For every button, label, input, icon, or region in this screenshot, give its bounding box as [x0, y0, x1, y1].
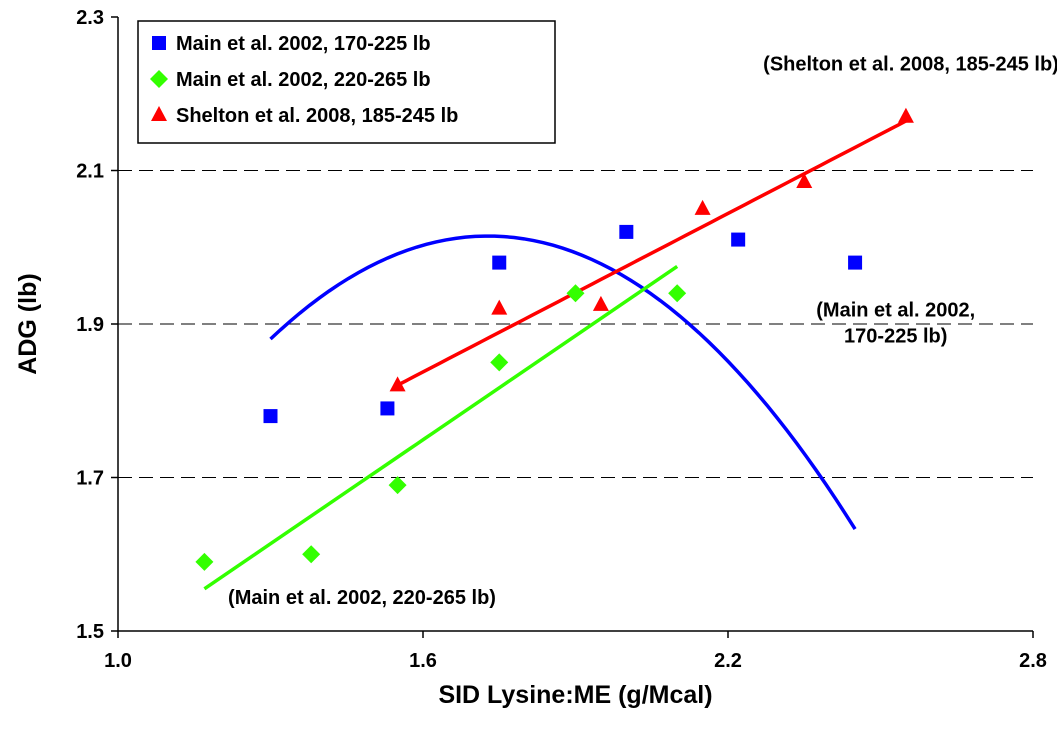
data-point-series-3	[796, 173, 813, 189]
trend-line-series-3	[396, 119, 907, 387]
gridlines	[118, 170, 1033, 478]
annotation-line: 170-225 lb)	[844, 325, 947, 347]
annotations: (Shelton et al. 2008, 185-245 lb) (Main e…	[228, 54, 1057, 609]
x-tick-label: 2.2	[714, 650, 742, 672]
trend-lines	[203, 119, 907, 591]
data-point-series-2	[195, 552, 214, 571]
y-tick-label: 2.1	[76, 161, 104, 183]
data-point-series-2	[490, 353, 509, 372]
data-point-series-1	[263, 409, 278, 424]
data-point-series-3	[491, 299, 508, 315]
legend-label-series-2: Main et al. 2002, 220-265 lb	[176, 69, 431, 91]
y-tick-label: 2.3	[76, 7, 104, 29]
data-point-series-1	[492, 255, 507, 270]
data-point-series-2	[302, 545, 321, 564]
y-tick-label: 1.7	[76, 468, 104, 490]
data-point-series-2	[566, 284, 585, 303]
legend: Main et al. 2002, 170-225 lb Main et al. …	[137, 20, 556, 144]
legend-marker-series-1	[152, 36, 166, 50]
y-tick-label: 1.5	[76, 621, 104, 643]
x-tick-label: 1.6	[409, 650, 437, 672]
annotation-line: (Main et al. 2002, 220-265 lb)	[228, 587, 496, 609]
data-point-series-3	[592, 295, 609, 311]
data-point-series-2	[388, 476, 407, 495]
x-tick-label: 2.8	[1019, 650, 1047, 672]
data-points	[195, 107, 914, 571]
y-axis-title: ADG (lb)	[14, 273, 42, 374]
data-point-series-1	[731, 232, 746, 247]
annotation-label: (Main et al. 2002, 220-265 lb)	[228, 587, 496, 609]
annotation-label: (Shelton et al. 2008, 185-245 lb)	[763, 54, 1057, 76]
data-point-series-3	[897, 107, 914, 123]
annotation-line: (Main et al. 2002,	[816, 299, 975, 321]
tick-labels: 1.5 1.7 1.9 2.1 2.3 1.0 1.6 2.2 2.8	[76, 7, 1047, 672]
legend-label-series-1: Main et al. 2002, 170-225 lb	[176, 33, 431, 55]
data-point-series-1	[619, 224, 634, 239]
x-axis-title: SID Lysine:ME (g/Mcal)	[438, 681, 712, 709]
legend-marker-series-2	[150, 70, 168, 88]
tick-marks	[111, 16, 1034, 638]
y-tick-label: 1.9	[76, 314, 104, 336]
annotation-line: (Shelton et al. 2008, 185-245 lb)	[763, 54, 1057, 76]
trend-line-series-1	[269, 234, 857, 531]
legend-label-series-3: Shelton et al. 2008, 185-245 lb	[176, 105, 458, 127]
trend-line-series-2	[203, 265, 679, 591]
legend-box	[137, 20, 556, 144]
legend-marker-series-3	[151, 106, 167, 121]
data-point-series-2	[668, 284, 687, 303]
data-point-series-1	[848, 255, 863, 270]
annotation-label: (Main et al. 2002, 170-225 lb)	[816, 299, 975, 347]
data-point-series-3	[389, 376, 406, 392]
data-point-series-3	[694, 199, 711, 215]
x-tick-label: 1.0	[104, 650, 132, 672]
data-point-series-1	[380, 401, 395, 416]
